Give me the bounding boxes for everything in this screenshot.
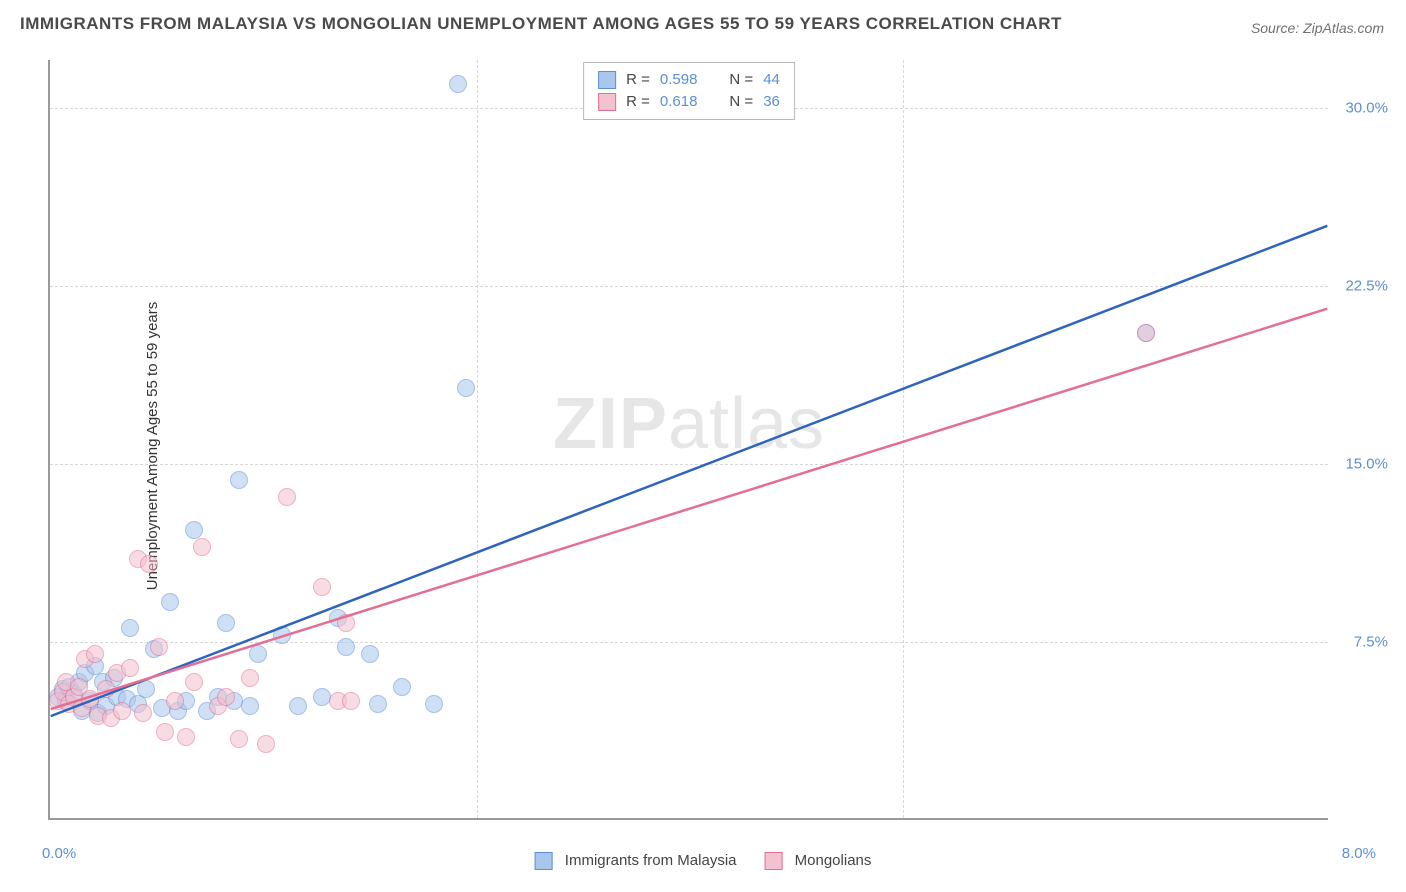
chart-title: IMMIGRANTS FROM MALAYSIA VS MONGOLIAN UN… <box>20 14 1062 34</box>
scatter-point <box>217 688 235 706</box>
scatter-point <box>273 626 291 644</box>
hgrid <box>50 464 1328 465</box>
scatter-point <box>342 692 360 710</box>
vgrid <box>477 60 478 818</box>
vgrid <box>903 60 904 818</box>
scatter-point <box>161 593 179 611</box>
scatter-point <box>140 555 158 573</box>
scatter-point <box>425 695 443 713</box>
scatter-point <box>81 690 99 708</box>
scatter-point <box>230 471 248 489</box>
scatter-point <box>121 619 139 637</box>
legend-bottom: Immigrants from Malaysia Mongolians <box>535 852 872 870</box>
y-tick: 7.5% <box>1354 633 1388 650</box>
y-tick: 15.0% <box>1345 455 1388 472</box>
scatter-point <box>313 578 331 596</box>
scatter-point <box>337 638 355 656</box>
x-tick-max: 8.0% <box>1342 845 1376 862</box>
legend-series-2: Mongolians <box>764 852 871 870</box>
plot-area: ZIPatlas R =0.598N =44R =0.618N =36 <box>48 60 1328 820</box>
scatter-point <box>241 669 259 687</box>
scatter-point <box>393 678 411 696</box>
scatter-point <box>156 723 174 741</box>
x-tick-min: 0.0% <box>42 845 76 862</box>
scatter-point <box>185 521 203 539</box>
scatter-point <box>86 645 104 663</box>
scatter-point <box>278 488 296 506</box>
scatter-point <box>121 659 139 677</box>
scatter-point <box>97 680 115 698</box>
scatter-point <box>177 728 195 746</box>
scatter-point <box>457 379 475 397</box>
legend-swatch-pink <box>764 852 782 870</box>
hgrid <box>50 286 1328 287</box>
legend-swatch <box>598 93 616 111</box>
legend-series-1: Immigrants from Malaysia <box>535 852 737 870</box>
legend-stats-row: R =0.598N =44 <box>598 69 780 91</box>
hgrid <box>50 642 1328 643</box>
watermark: ZIPatlas <box>553 383 825 465</box>
source-attribution: Source: ZipAtlas.com <box>1251 20 1384 36</box>
scatter-point <box>113 702 131 720</box>
scatter-point <box>361 645 379 663</box>
scatter-point <box>193 538 211 556</box>
scatter-point <box>1137 324 1155 342</box>
scatter-point <box>230 730 248 748</box>
scatter-point <box>241 697 259 715</box>
legend-stats: R =0.598N =44R =0.618N =36 <box>583 62 795 120</box>
scatter-point <box>185 673 203 691</box>
scatter-point <box>150 638 168 656</box>
scatter-point <box>134 704 152 722</box>
y-tick: 30.0% <box>1345 99 1388 116</box>
scatter-point <box>369 695 387 713</box>
y-tick: 22.5% <box>1345 277 1388 294</box>
correlation-chart: IMMIGRANTS FROM MALAYSIA VS MONGOLIAN UN… <box>0 0 1406 892</box>
scatter-point <box>217 614 235 632</box>
scatter-point <box>257 735 275 753</box>
legend-stats-row: R =0.618N =36 <box>598 91 780 113</box>
scatter-point <box>337 614 355 632</box>
legend-swatch <box>598 71 616 89</box>
scatter-point <box>449 75 467 93</box>
scatter-point <box>137 680 155 698</box>
scatter-point <box>289 697 307 715</box>
scatter-point <box>166 692 184 710</box>
legend-swatch-blue <box>535 852 553 870</box>
scatter-point <box>249 645 267 663</box>
